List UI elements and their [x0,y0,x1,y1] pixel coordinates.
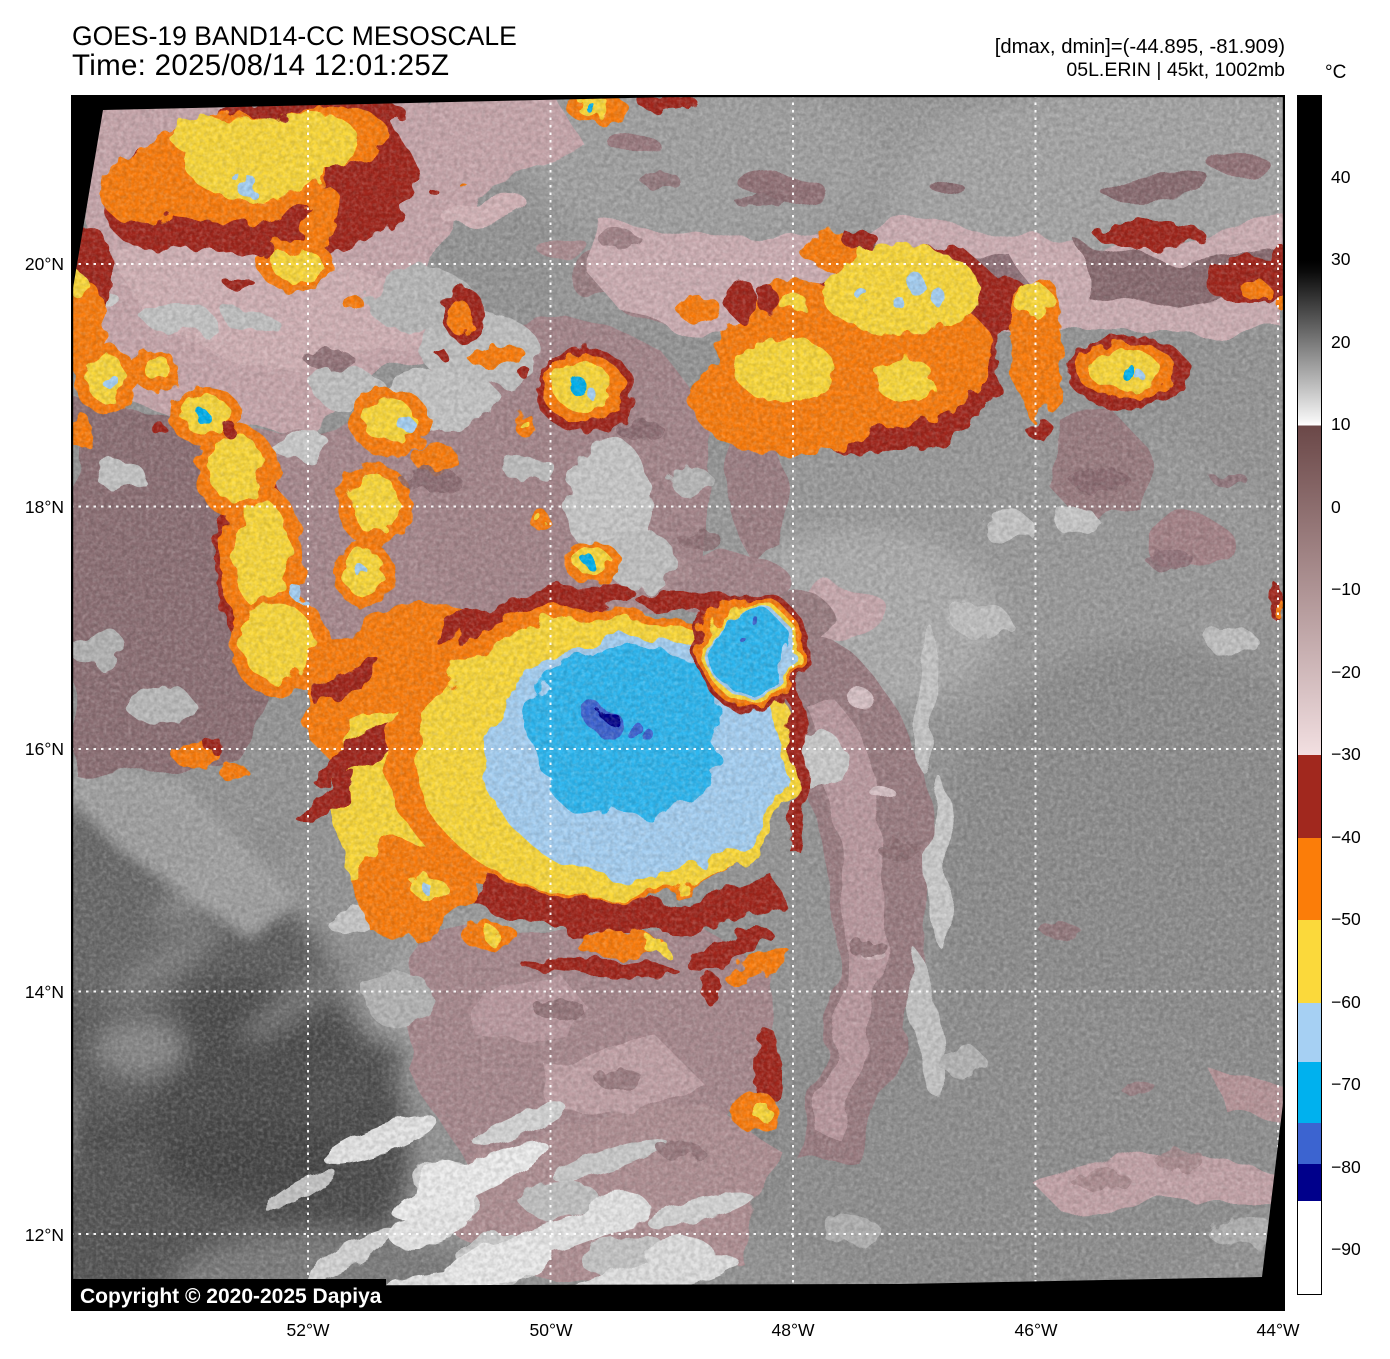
svg-text:Copyright © 2020-2025 Dapiya: Copyright © 2020-2025 Dapiya [80,1285,382,1308]
